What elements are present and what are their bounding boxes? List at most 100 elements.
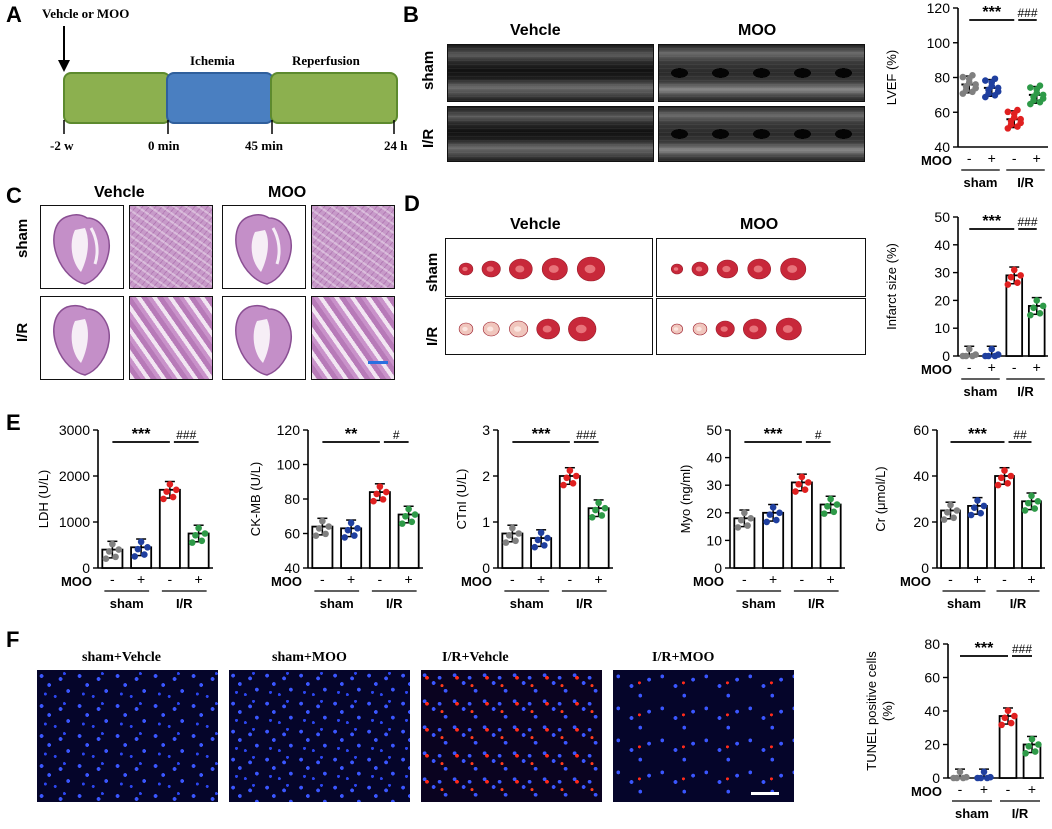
data-point — [544, 534, 551, 542]
echo-row-ir: I/R — [420, 128, 437, 148]
timeline-pre-block — [63, 72, 171, 124]
moo-tick: + — [988, 150, 996, 166]
moo-tick: - — [800, 571, 805, 587]
moo-tick: - — [510, 571, 515, 587]
data-point — [382, 488, 390, 496]
moo-tick: - — [967, 150, 972, 166]
data-point — [985, 90, 992, 97]
data-point — [988, 345, 996, 353]
ttc-image-ir-moo — [656, 298, 866, 355]
data-point — [344, 526, 352, 534]
y-tick-label: 30 — [934, 265, 950, 281]
he-heart-ir-vehicle — [40, 296, 124, 380]
panel-letter-b: B — [403, 2, 419, 27]
sig-hash: ### — [1017, 215, 1037, 229]
ttc-slice-center — [749, 325, 759, 333]
data-point — [141, 551, 148, 558]
data-point — [820, 510, 828, 517]
moo-label: MOO — [693, 574, 724, 589]
y-axis-label: TUNEL positive cells(%) — [864, 651, 895, 771]
moo-tick: + — [405, 571, 413, 587]
data-point — [971, 504, 978, 512]
ttc-slice-center — [514, 326, 522, 332]
data-point — [370, 497, 377, 505]
moo-label: MOO — [271, 574, 302, 589]
y-tick-label: 2000 — [59, 468, 90, 484]
echo-image-ir-vehicle — [447, 106, 654, 162]
timeline-ischemia-block — [166, 72, 274, 124]
moo-tick: + — [137, 571, 145, 587]
data-point — [566, 467, 574, 474]
data-point — [982, 77, 989, 84]
moo-label: MOO — [921, 362, 952, 377]
tunel-image-ir-vehicle — [421, 670, 602, 802]
data-point — [376, 483, 384, 490]
he-col-moo: MOO — [268, 184, 307, 201]
group-label-ir: I/R — [176, 596, 193, 611]
sig-stars: *** — [982, 213, 1001, 230]
data-point — [112, 553, 119, 561]
moo-tick: + — [769, 571, 777, 587]
data-point — [1030, 97, 1037, 104]
ttc-row-ir: I/R — [424, 326, 441, 346]
sig-hash: ### — [176, 428, 196, 442]
data-point — [1027, 84, 1034, 91]
data-point — [963, 773, 970, 781]
ttc-slice-center — [673, 267, 679, 271]
moo-tick: + — [980, 781, 988, 797]
y-tick-label: 20 — [913, 514, 929, 530]
data-point — [744, 522, 751, 529]
data-point — [598, 512, 606, 519]
moo-tick: + — [1028, 781, 1036, 797]
y-tick-label: 20 — [924, 737, 940, 753]
data-point — [502, 539, 510, 546]
data-point — [994, 481, 1002, 489]
data-point — [563, 474, 570, 482]
chart-ctni: 0 1 2 3 CTnI (U/L) *** ### MOO - + - + sham I/R — [454, 422, 613, 611]
data-point — [172, 486, 180, 494]
ttc-slice-center — [696, 326, 702, 332]
data-point — [991, 75, 999, 83]
data-point — [977, 509, 984, 517]
moo-tick: - — [1012, 150, 1017, 166]
data-point — [1034, 498, 1042, 505]
data-point — [402, 513, 409, 520]
tick-24h: 24 h — [384, 138, 408, 153]
y-tick-label: 3 — [482, 422, 490, 438]
y-tick-label: 60 — [284, 526, 300, 542]
data-point — [1004, 108, 1012, 116]
moo-tick: - — [1006, 781, 1011, 797]
echo-image-ir-moo — [658, 106, 865, 162]
ttc-slice-center — [487, 326, 494, 332]
he-heart-sham-moo — [222, 205, 306, 289]
data-point — [572, 472, 580, 480]
y-tick-label: 60 — [924, 670, 940, 686]
ttc-row-sham: sham — [424, 252, 441, 292]
ttc-slice-center — [673, 327, 679, 331]
moo-tick: + — [1033, 359, 1041, 375]
data-point — [1039, 302, 1047, 310]
ttc-slice-center — [462, 326, 468, 332]
data-point — [105, 548, 113, 555]
y-tick-label: 40 — [934, 237, 950, 253]
y-tick-label: 40 — [924, 703, 940, 719]
data-point — [1007, 472, 1015, 480]
data-point — [169, 493, 177, 501]
tick-minus-2w: -2 w — [50, 138, 74, 153]
data-point — [595, 499, 602, 507]
data-point — [798, 473, 806, 481]
tunel-label-ir-vehicle: I/R+Vehcle — [442, 650, 509, 665]
panel-letter-f: F — [6, 627, 20, 652]
data-point — [737, 516, 745, 524]
group-label-ir: I/R — [1010, 596, 1027, 611]
data-point — [163, 488, 170, 495]
data-point — [601, 504, 609, 512]
y-tick-label: 50 — [934, 209, 950, 225]
ttc-slice-center — [695, 266, 703, 272]
data-point — [325, 523, 333, 530]
he-tissue-ir-moo — [311, 296, 395, 380]
reperfusion-label: Reperfusion — [292, 53, 360, 68]
data-point — [962, 86, 970, 94]
data-point — [965, 79, 973, 86]
